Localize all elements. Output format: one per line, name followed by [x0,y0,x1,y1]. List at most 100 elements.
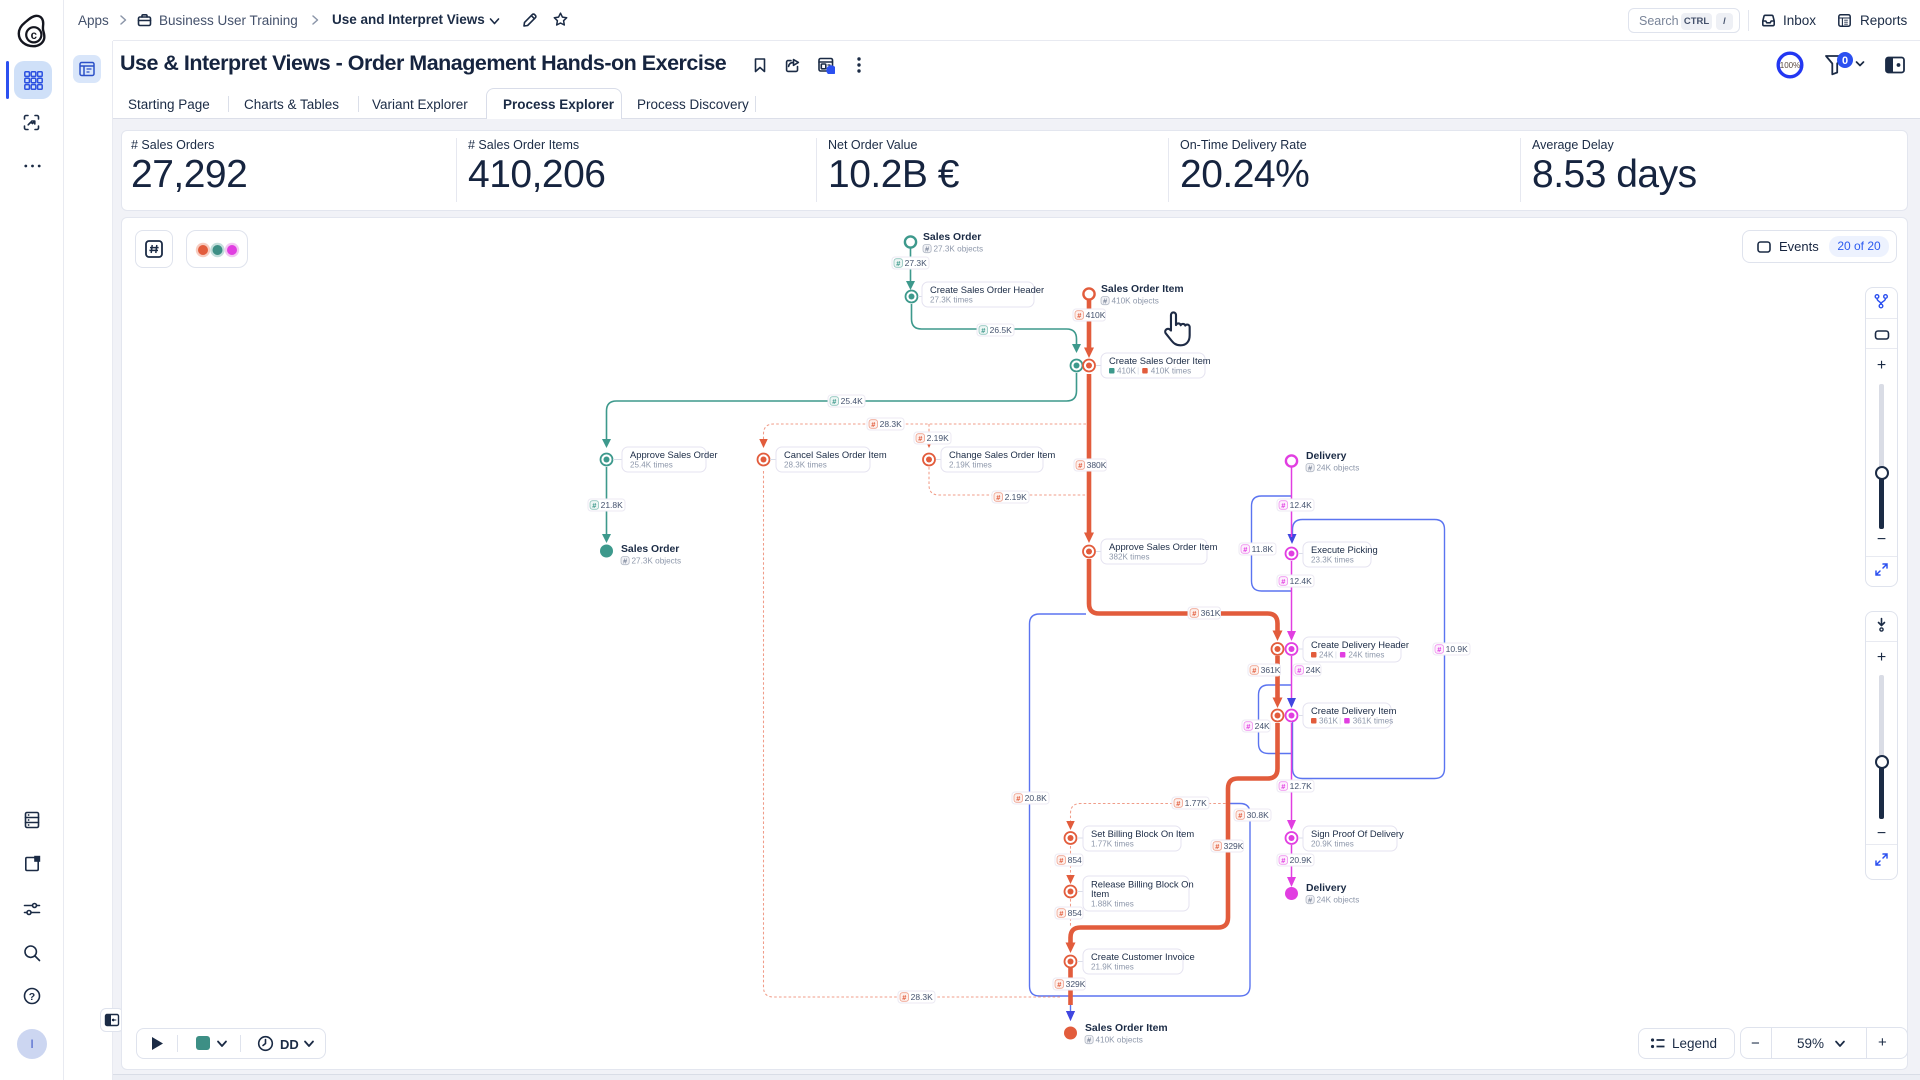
svg-text:Release Billing Block On: Release Billing Block On [1091,879,1194,890]
svg-text:#: # [1059,856,1063,865]
svg-text:#: # [1281,501,1285,510]
svg-text:10.9K: 10.9K [1446,644,1469,654]
svg-text:23.3K times: 23.3K times [1311,556,1354,565]
svg-text:Approve Sales Order: Approve Sales Order [630,449,718,460]
svg-text:26.5K: 26.5K [990,325,1013,335]
svg-text:Sales Order Item: Sales Order Item [1101,284,1184,295]
svg-text:410K: 410K [1117,367,1137,376]
svg-text:24K: 24K [1319,651,1334,660]
svg-text:1.77K times: 1.77K times [1091,840,1134,849]
svg-text:c: c [31,30,38,42]
svg-text:#: # [1103,296,1107,305]
svg-text:Create Sales Order Header: Create Sales Order Header [930,284,1044,295]
svg-text:#: # [1192,609,1196,618]
svg-text:Delivery: Delivery [1306,883,1347,894]
svg-text:21.9K times: 21.9K times [1091,963,1134,972]
svg-text:#: # [1077,311,1081,320]
svg-text:#: # [902,993,906,1002]
svg-text:11.8K: 11.8K [1252,544,1274,554]
svg-text:#: # [1281,782,1285,791]
svg-text:27.3K times: 27.3K times [930,296,973,305]
svg-text:Sales Order: Sales Order [923,232,981,243]
svg-text:20.9K times: 20.9K times [1311,840,1354,849]
svg-text:329K: 329K [1224,841,1244,851]
svg-text:410K times: 410K times [1151,367,1192,376]
svg-text:25.4K times: 25.4K times [630,461,673,470]
svg-text:12.7K: 12.7K [1290,781,1313,791]
svg-text:854: 854 [1068,855,1082,865]
svg-text:382K times: 382K times [1109,553,1150,562]
svg-text:Create Delivery Header: Create Delivery Header [1311,639,1409,650]
svg-text:Change Sales Order Item: Change Sales Order Item [949,449,1055,460]
svg-text:24K objects: 24K objects [1317,464,1360,473]
svg-text:27.3K: 27.3K [905,258,928,268]
svg-text:#: # [1016,794,1020,803]
svg-text:20.8K: 20.8K [1025,793,1048,803]
svg-text:#: # [623,556,627,565]
svg-text:Create Customer Invoice: Create Customer Invoice [1091,951,1195,962]
svg-text:2.19K: 2.19K [1005,492,1028,502]
svg-text:#: # [1243,545,1247,554]
svg-text:Create Delivery Item: Create Delivery Item [1311,705,1397,716]
svg-text:Sign Proof Of Delivery: Sign Proof Of Delivery [1311,828,1404,839]
svg-text:24K: 24K [1255,721,1270,731]
svg-text:#: # [1057,980,1061,989]
svg-text:12.4K: 12.4K [1290,500,1313,510]
svg-text:Sales Order Item: Sales Order Item [1085,1023,1168,1034]
svg-text:Set Billing Block On Item: Set Billing Block On Item [1091,828,1194,839]
svg-text:Execute Picking: Execute Picking [1311,544,1378,555]
svg-text:410K: 410K [1086,310,1106,320]
svg-text:27.3K objects: 27.3K objects [934,245,984,254]
svg-text:#: # [896,259,900,268]
svg-text:#: # [1087,1035,1091,1044]
svg-text:#: # [1078,461,1082,470]
svg-text:329K: 329K [1066,979,1086,989]
svg-text:#: # [592,501,596,510]
svg-text:2.19K times: 2.19K times [949,461,992,470]
svg-text:1.88K times: 1.88K times [1091,900,1134,909]
svg-text:#: # [1059,909,1063,918]
svg-text:27.3K objects: 27.3K objects [632,557,682,566]
svg-text:Approve Sales Order Item: Approve Sales Order Item [1109,541,1218,552]
svg-text:#: # [871,420,875,429]
svg-text:100%: 100% [1780,61,1800,70]
svg-text:Sales Order: Sales Order [621,544,679,555]
svg-text:Create Sales Order Item: Create Sales Order Item [1109,355,1211,366]
svg-text:#: # [918,434,922,443]
svg-text:#: # [1281,577,1285,586]
svg-text:30.8K: 30.8K [1247,810,1270,820]
svg-text:21.8K: 21.8K [601,500,624,510]
svg-text:410K objects: 410K objects [1112,297,1159,306]
svg-text:#: # [1297,666,1301,675]
svg-text:#: # [1281,856,1285,865]
svg-text:#: # [1215,842,1219,851]
svg-text:361K: 361K [1261,665,1281,675]
svg-text:361K: 361K [1201,608,1221,618]
svg-text:28.3K times: 28.3K times [784,461,827,470]
svg-text:25.4K: 25.4K [841,396,864,406]
svg-text:#: # [832,397,836,406]
svg-text:380K: 380K [1087,460,1107,470]
svg-text:#: # [996,493,1000,502]
svg-text:2.19K: 2.19K [927,433,950,443]
svg-text:#: # [981,326,985,335]
svg-text:28.3K: 28.3K [911,992,934,1002]
svg-text:?: ? [29,991,35,1003]
svg-text:0: 0 [1842,55,1848,67]
svg-text:1.77K: 1.77K [1185,798,1208,808]
svg-text:#: # [1176,799,1180,808]
svg-text:#: # [1308,463,1312,472]
svg-text:854: 854 [1068,908,1082,918]
svg-text:#: # [1238,811,1242,820]
svg-text:20.9K: 20.9K [1290,855,1313,865]
svg-text:12.4K: 12.4K [1290,576,1313,586]
svg-text:#: # [1246,722,1250,731]
svg-text:Delivery: Delivery [1306,451,1347,462]
svg-text:#: # [925,244,929,253]
svg-text:Cancel Sales Order Item: Cancel Sales Order Item [784,449,887,460]
svg-text:361K times: 361K times [1353,717,1394,726]
svg-text:361K: 361K [1319,717,1339,726]
svg-text:410K objects: 410K objects [1096,1036,1143,1045]
svg-text:#: # [1308,895,1312,904]
svg-text:24K: 24K [1306,665,1321,675]
